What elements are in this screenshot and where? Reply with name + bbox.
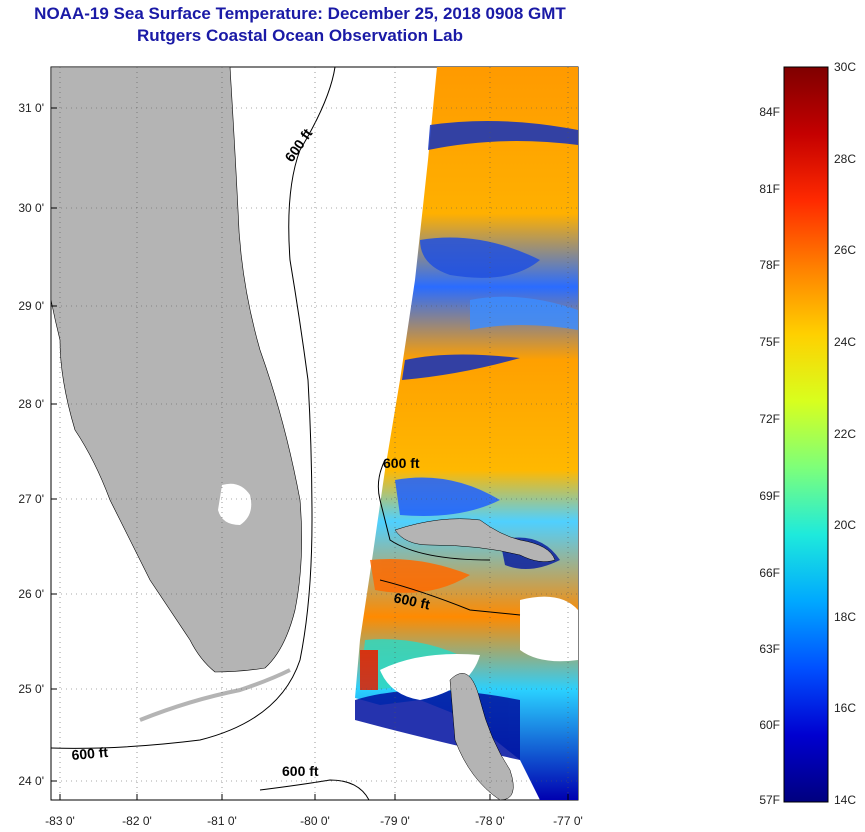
colorbar-celsius-label: 28C [834, 151, 857, 166]
colorbar-celsius-label: 24C [834, 334, 857, 349]
contour-label: 600 ft [71, 744, 109, 763]
lat-tick-label: 28 0' [18, 397, 44, 411]
map-subtitle: Rutgers Coastal Ocean Observation Lab [137, 26, 463, 45]
florida-keys [139, 668, 291, 722]
axis-ticks [51, 107, 569, 800]
colorbar-fahrenheit-label: 63F [759, 642, 780, 656]
lat-lon-grid [51, 67, 578, 800]
lake-okeechobee [218, 483, 252, 525]
colorbar-fahrenheit-label: 69F [759, 489, 780, 503]
colorbar-fahrenheit-label: 81F [759, 182, 780, 196]
lat-tick-label: 25 0' [18, 682, 44, 696]
colorbar-celsius-label: 22C [834, 426, 857, 441]
lat-tick-label: 26 0' [18, 587, 44, 601]
colorbar-celsius-label: 14C [834, 793, 857, 807]
cloud-gap [380, 654, 480, 700]
colorbar-celsius-label: 16C [834, 701, 857, 716]
contour-label: 600 ft [383, 455, 420, 471]
lat-tick-label: 29 0' [18, 299, 44, 313]
colorbar-fahrenheit-label: 75F [759, 335, 780, 349]
colorbar-fahrenheit-label: 57F [759, 793, 780, 807]
cloud-gap [520, 596, 578, 662]
contour-label: 600 ft [282, 763, 319, 779]
lat-tick-label: 31 0' [18, 101, 44, 115]
lon-tick-label: -81 0' [207, 814, 237, 828]
colorbar-fahrenheit-label: 60F [759, 718, 780, 732]
lon-tick-label: -82 0' [122, 814, 152, 828]
colorbar-fahrenheit-label: 72F [759, 412, 780, 426]
contour-label: 600 ft [392, 589, 431, 612]
lon-tick-label: -80 0' [300, 814, 330, 828]
colorbar-celsius-label: 20C [834, 518, 857, 533]
lon-tick-label: -83 0' [45, 814, 75, 828]
colorbar-celsius-label: 26C [834, 243, 857, 258]
lat-tick-label: 30 0' [18, 201, 44, 215]
colorbar-fahrenheit-label: 84F [759, 105, 780, 119]
colorbar-fahrenheit-label: 78F [759, 258, 780, 272]
colorbar [783, 66, 829, 803]
grand-bahama [394, 518, 556, 562]
lon-tick-label: -79 0' [380, 814, 410, 828]
isobath-600ft [51, 67, 521, 800]
lon-tick-label: -77 0' [553, 814, 583, 828]
colorbar-fahrenheit-label: 66F [759, 566, 780, 580]
andros-island [449, 673, 514, 800]
lon-tick-label: -78 0' [475, 814, 505, 828]
colorbar-celsius-label: 18C [834, 609, 857, 624]
lat-tick-label: 24 0' [18, 774, 44, 788]
map-title: NOAA-19 Sea Surface Temperature: Decembe… [34, 4, 566, 23]
colorbar-celsius-label: 30C [834, 60, 857, 74]
lat-tick-label: 27 0' [18, 492, 44, 506]
